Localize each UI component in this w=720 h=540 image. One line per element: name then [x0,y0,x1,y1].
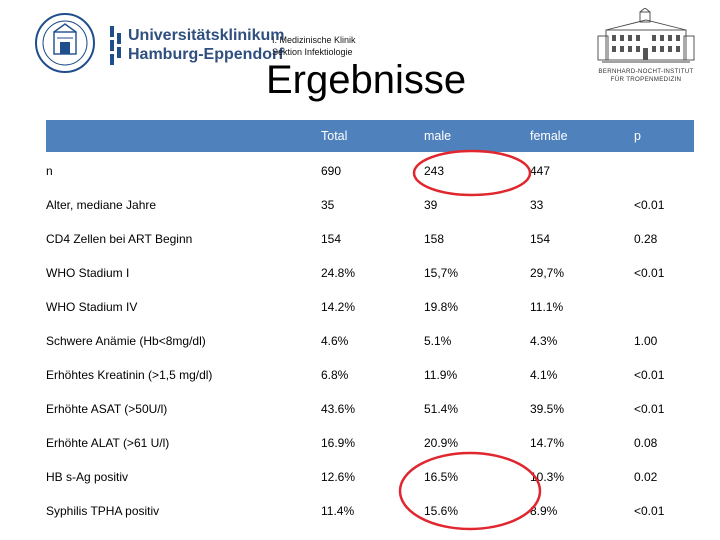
cell-p: 0.08 [634,436,658,450]
cell-male: 158 [424,232,445,246]
cell-female: 11.1% [530,300,564,314]
cell-male: 15,7% [424,266,459,280]
cell-female: 10.3% [530,470,565,484]
table-row: Erhöhte ASAT (>50U/l) 43.6% 51.4% 39.5% … [46,392,694,426]
cell-total: 35 [321,198,335,212]
cell-male: 16.5% [424,470,459,484]
department-text: I. Medizinische Klinik Sektion Infektiol… [272,34,356,58]
cell-total: 11.4% [321,504,355,518]
cell-female: 39.5% [530,402,565,416]
table-row: HB s-Ag positiv 12.6% 16.5% 10.3% 0.02 [46,460,694,494]
row-label: WHO Stadium I [46,266,130,280]
row-label: Schwere Anämie (Hb<8mg/dl) [46,334,206,348]
cell-female: 154 [530,232,551,246]
table-row: CD4 Zellen bei ART Beginn 154 158 154 0.… [46,222,694,256]
table-row: Schwere Anämie (Hb<8mg/dl) 4.6% 5.1% 4.3… [46,324,694,358]
cell-female: 4.3% [530,334,558,348]
row-label: HB s-Ag positiv [46,470,129,484]
table-row: Alter, mediane Jahre 35 39 33 <0.01 [46,188,694,222]
uke-name-line2: Hamburg-Eppendorf [128,46,284,63]
dept-line1: I. Medizinische Klinik [272,35,356,45]
uke-name: Universitätsklinikum Hamburg-Eppendorf [128,26,285,64]
row-label: n [46,164,53,178]
cell-p: <0.01 [634,504,665,518]
cell-total: 16.9% [321,436,356,450]
table-row: Erhöhtes Kreatinin (>1,5 mg/dl) 6.8% 11.… [46,358,694,392]
cell-total: 154 [321,232,342,246]
header-cell-male: male [424,129,452,143]
table-row: WHO Stadium I 24.8% 15,7% 29,7% <0.01 [46,256,694,290]
row-label: CD4 Zellen bei ART Beginn [46,232,193,246]
cell-male: 11.9% [424,368,458,382]
cell-female: 29,7% [530,266,565,280]
cell-male: 19.8% [424,300,459,314]
uke-name-line1: Universitätsklinikum [128,27,285,44]
cell-total: 690 [321,164,342,178]
cell-total: 4.6% [321,334,349,348]
table-row: Erhöhte ALAT (>61 U/l) 16.9% 20.9% 14.7%… [46,426,694,460]
university-seal-icon [35,13,95,73]
cell-male: 39 [424,198,438,212]
row-label: WHO Stadium IV [46,300,138,314]
uke-logo: Universitätsklinikum Hamburg-Eppendorf [30,12,285,74]
cell-p: <0.01 [634,266,665,280]
table-header-row: Total male female p [46,120,694,152]
header-cell-total: Total [321,129,348,143]
institute-building-icon [597,8,695,63]
cell-p: <0.01 [634,402,665,416]
cell-female: 33 [530,198,544,212]
cell-male: 5.1% [424,334,452,348]
row-label: Erhöhte ASAT (>50U/l) [46,402,168,416]
table-row: WHO Stadium IV 14.2% 19.8% 11.1% [46,290,694,324]
cell-female: 8.9% [530,504,558,518]
row-label: Alter, mediane Jahre [46,198,157,212]
cell-p [634,154,694,188]
cell-p: 1.00 [634,334,658,348]
cell-p: <0.01 [634,198,665,212]
cell-p: 0.28 [634,232,658,246]
cell-p: <0.01 [634,368,665,382]
cell-male: 15.6% [424,504,459,518]
bni-logo: BERNHARD-NOCHT-INSTITUT FÜR TROPENMEDIZI… [592,8,700,88]
cell-male: 20.9% [424,436,459,450]
table-row: Syphilis TPHA positiv 11.4% 15.6% 8.9% <… [46,494,694,528]
cell-total: 14.2% [321,300,356,314]
bni-line1: BERNHARD-NOCHT-INSTITUT [598,68,694,75]
cell-total: 43.6% [321,402,356,416]
cell-total: 12.6% [321,470,356,484]
cell-total: 24.8% [321,266,356,280]
row-label: Erhöhte ALAT (>61 U/l) [46,436,170,450]
bni-line2: FÜR TROPENMEDIZIN [610,76,682,83]
cell-male: 51.4% [424,402,459,416]
row-label: Erhöhtes Kreatinin (>1,5 mg/dl) [46,368,213,382]
cell-p [634,290,694,324]
table-row: n 690 243 447 [46,154,694,188]
row-label: Syphilis TPHA positiv [46,504,160,518]
header-cell-p: p [634,129,641,143]
bni-name: BERNHARD-NOCHT-INSTITUT FÜR TROPENMEDIZI… [592,68,700,84]
header-cell-female: female [530,129,568,143]
cell-p: 0.02 [634,470,658,484]
cell-female: 447 [530,164,551,178]
dept-line2: Sektion Infektiologie [272,47,353,57]
cell-female: 4.1% [530,368,558,382]
cell-female: 14.7% [530,436,565,450]
uke-bars-icon [110,26,124,66]
page-title: Ergebnisse [266,58,467,102]
cell-male: 243 [424,164,445,178]
header-cell-label [50,120,316,152]
cell-total: 6.8% [321,368,349,382]
